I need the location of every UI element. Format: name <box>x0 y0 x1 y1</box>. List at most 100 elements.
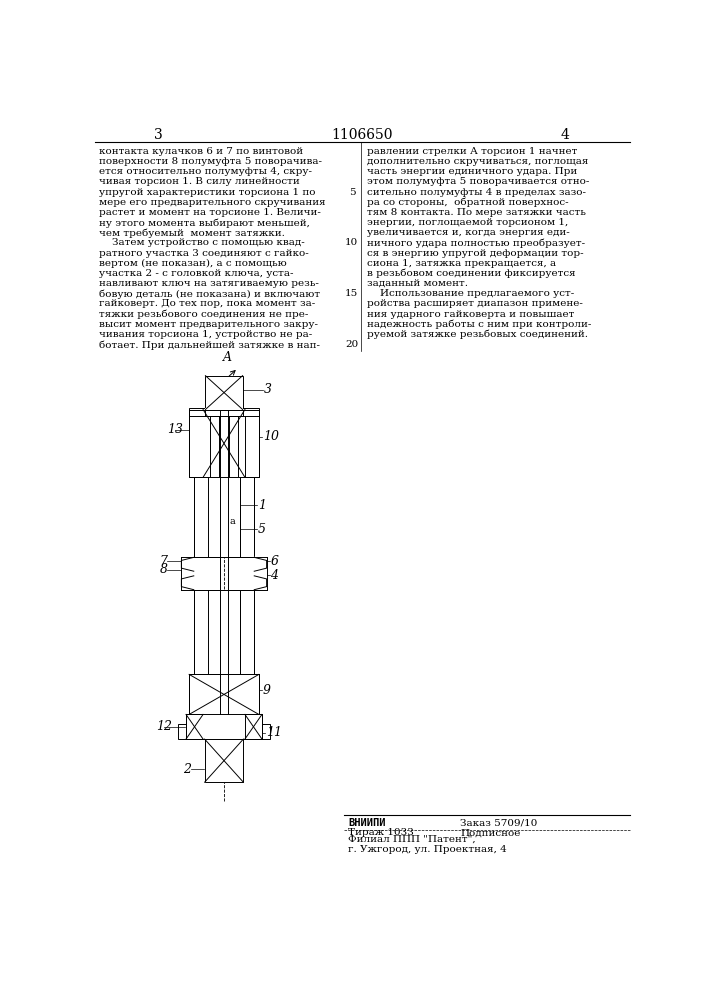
Text: увеличивается и, когда энергия еди-: увеличивается и, когда энергия еди- <box>368 228 570 237</box>
Bar <box>240 477 255 557</box>
Text: бовую деталь (не показана) и включают: бовую деталь (не показана) и включают <box>99 289 320 299</box>
Text: 10: 10 <box>345 238 358 247</box>
Bar <box>194 590 208 674</box>
Text: 13: 13 <box>168 423 183 436</box>
Bar <box>228 416 238 477</box>
Bar <box>206 376 243 410</box>
Bar <box>204 739 243 782</box>
Text: ну этого момента выбирают меньшей,: ну этого момента выбирают меньшей, <box>99 218 310 228</box>
Text: 8: 8 <box>160 563 168 576</box>
Text: 4: 4 <box>561 128 569 142</box>
Text: Использование предлагаемого уст-: Использование предлагаемого уст- <box>368 289 575 298</box>
Bar <box>186 714 262 739</box>
Text: ВНИИПИ: ВНИИПИ <box>348 818 385 828</box>
Polygon shape <box>182 557 194 571</box>
Text: 5: 5 <box>349 188 355 197</box>
Bar <box>245 410 259 477</box>
Bar <box>189 410 203 477</box>
Text: а: а <box>230 517 235 526</box>
Bar <box>259 724 270 739</box>
Text: ра со стороны,  обратной поверхнос-: ра со стороны, обратной поверхнос- <box>368 198 569 207</box>
Text: растет и момент на торсионе 1. Величи-: растет и момент на торсионе 1. Величи- <box>99 208 321 217</box>
Bar <box>203 410 245 477</box>
Bar <box>245 410 259 477</box>
Text: 11: 11 <box>266 726 282 739</box>
Text: 20: 20 <box>345 340 358 349</box>
Bar <box>189 408 259 416</box>
Bar <box>203 714 245 739</box>
Bar <box>220 410 228 477</box>
Text: Затем устройство с помощью квад-: Затем устройство с помощью квад- <box>99 238 305 247</box>
Text: ся в энергию упругой деформации тор-: ся в энергию упругой деформации тор- <box>368 249 584 258</box>
Text: контакта кулачков 6 и 7 по винтовой: контакта кулачков 6 и 7 по винтовой <box>99 147 303 156</box>
Text: 3: 3 <box>264 383 272 396</box>
Text: 5: 5 <box>258 523 266 536</box>
Bar <box>259 724 270 739</box>
Text: чивая торсион 1. В силу линейности: чивая торсион 1. В силу линейности <box>99 177 300 186</box>
Text: упругой характеристики торсиона 1 по: упругой характеристики торсиона 1 по <box>99 188 316 197</box>
Text: дополнительно скручиваться, поглощая: дополнительно скручиваться, поглощая <box>368 157 589 166</box>
Bar <box>206 408 243 416</box>
Bar <box>186 714 203 739</box>
Bar <box>189 674 259 714</box>
Text: Подписное: Подписное <box>460 828 521 837</box>
Text: 2: 2 <box>183 763 191 776</box>
Bar <box>194 477 208 557</box>
Bar <box>194 477 255 557</box>
Text: 10: 10 <box>263 430 279 443</box>
Bar <box>194 477 208 557</box>
Text: Филиал ППП "Патент",: Филиал ППП "Патент", <box>348 835 476 844</box>
Bar <box>186 714 203 739</box>
Text: надежность работы с ним при контроли-: надежность работы с ним при контроли- <box>368 320 592 329</box>
Text: г. Ужгород, ул. Проектная, 4: г. Ужгород, ул. Проектная, 4 <box>348 845 507 854</box>
Text: этом полумуфта 5 поворачивается отно-: этом полумуфта 5 поворачивается отно- <box>368 177 590 186</box>
Text: сиона 1, затяжка прекращается, а: сиона 1, затяжка прекращается, а <box>368 259 556 268</box>
Bar <box>189 410 203 477</box>
Text: заданный момент.: заданный момент. <box>368 279 468 288</box>
Bar <box>178 724 189 739</box>
Text: в резьбовом соединении фиксируется: в резьбовом соединении фиксируется <box>368 269 576 278</box>
Bar <box>240 590 255 674</box>
Text: ния ударного гайковерта и повышает: ния ударного гайковерта и повышает <box>368 310 575 319</box>
Bar <box>194 590 255 674</box>
Text: 1: 1 <box>258 499 266 512</box>
Text: ничного удара полностью преобразует-: ничного удара полностью преобразует- <box>368 238 585 248</box>
Text: участка 2 - с головкой ключа, уста-: участка 2 - с головкой ключа, уста- <box>99 269 293 278</box>
Text: 15: 15 <box>345 289 358 298</box>
Bar <box>208 590 240 674</box>
Text: мере его предварительного скручивания: мере его предварительного скручивания <box>99 198 326 207</box>
Text: Заказ 5709/10: Заказ 5709/10 <box>460 818 538 827</box>
Bar <box>245 714 262 739</box>
Text: 6: 6 <box>271 555 279 568</box>
Text: руемой затяжке резьбовых соединений.: руемой затяжке резьбовых соединений. <box>368 330 588 339</box>
Polygon shape <box>255 576 267 590</box>
Text: 12: 12 <box>156 720 173 733</box>
Text: Тираж 1033: Тираж 1033 <box>348 828 414 837</box>
Text: высит момент предварительного закру-: высит момент предварительного закру- <box>99 320 318 329</box>
Bar <box>208 477 240 557</box>
Text: ратного участка 3 соединяют с гайко-: ратного участка 3 соединяют с гайко- <box>99 249 309 258</box>
Bar <box>189 674 259 714</box>
Text: чем требуемый  момент затяжки.: чем требуемый момент затяжки. <box>99 228 285 238</box>
Text: гайковерт. До тех пор, пока момент за-: гайковерт. До тех пор, пока момент за- <box>99 299 315 308</box>
Text: сительно полумуфты 4 в пределах зазо-: сительно полумуфты 4 в пределах зазо- <box>368 188 586 197</box>
Text: энергии, поглощаемой торсионом 1,: энергии, поглощаемой торсионом 1, <box>368 218 568 227</box>
Polygon shape <box>255 557 267 571</box>
Text: A: A <box>223 351 233 364</box>
Text: ройства расширяет диапазон примене-: ройства расширяет диапазон примене- <box>368 299 583 308</box>
Text: поверхности 8 полумуфта 5 поворачива-: поверхности 8 полумуфта 5 поворачива- <box>99 157 322 166</box>
Polygon shape <box>182 576 194 590</box>
Text: часть энергии единичного удара. При: часть энергии единичного удара. При <box>368 167 578 176</box>
Text: тям 8 контакта. По мере затяжки часть: тям 8 контакта. По мере затяжки часть <box>368 208 586 217</box>
Bar <box>240 477 255 557</box>
Text: равлении стрелки А торсион 1 начнет: равлении стрелки А торсион 1 начнет <box>368 147 578 156</box>
Text: навливают ключ на затягиваемую резь-: навливают ключ на затягиваемую резь- <box>99 279 319 288</box>
Text: 9: 9 <box>263 684 271 697</box>
Text: 4: 4 <box>271 569 279 582</box>
Bar <box>189 674 259 714</box>
Bar <box>178 724 189 739</box>
Bar <box>240 590 255 674</box>
Text: чивания торсиона 1, устройство не ра-: чивания торсиона 1, устройство не ра- <box>99 330 312 339</box>
Text: 3: 3 <box>153 128 163 142</box>
Text: тяжки резьбового соединения не пре-: тяжки резьбового соединения не пре- <box>99 310 308 319</box>
